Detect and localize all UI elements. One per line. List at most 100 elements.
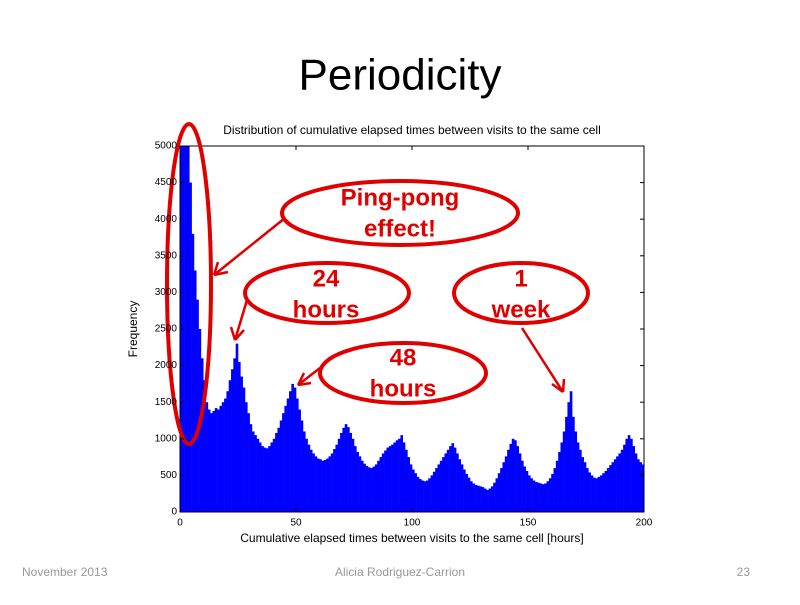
y-tick-label: 0 bbox=[171, 507, 177, 518]
histogram-bar bbox=[270, 442, 274, 512]
histogram-bar bbox=[284, 405, 288, 512]
annotation-text: Ping-pong bbox=[341, 184, 460, 211]
histogram-bar bbox=[474, 484, 478, 512]
y-tick-label: 5000 bbox=[155, 141, 178, 152]
histogram-bar bbox=[641, 464, 645, 512]
histogram-bar bbox=[453, 447, 457, 512]
callout-ellipse bbox=[280, 179, 520, 247]
page-number: 23 bbox=[737, 565, 751, 579]
histogram-bar bbox=[193, 270, 197, 512]
histogram-bar bbox=[576, 442, 580, 512]
annotation-shapes bbox=[165, 122, 590, 446]
histogram-bar bbox=[279, 420, 283, 512]
histogram-bar bbox=[639, 462, 642, 512]
histogram-bar bbox=[595, 478, 598, 512]
histogram-bar bbox=[365, 465, 369, 512]
histogram-bar bbox=[314, 456, 318, 512]
y-axis-label: Frequency bbox=[126, 301, 140, 358]
histogram-bar bbox=[430, 475, 434, 512]
histogram-bar bbox=[467, 477, 471, 512]
histogram-bar bbox=[316, 458, 320, 512]
histogram-bar bbox=[623, 444, 626, 512]
histogram-bar bbox=[590, 475, 594, 512]
histogram-bar bbox=[425, 480, 429, 512]
histogram-bar bbox=[386, 447, 390, 512]
histogram-bar bbox=[398, 438, 401, 512]
histogram-bar bbox=[539, 483, 543, 512]
histogram-bar bbox=[488, 488, 492, 512]
histogram-bar bbox=[372, 466, 376, 512]
annotation-arrows bbox=[212, 217, 566, 394]
histogram-bar bbox=[444, 453, 448, 512]
chart-title: Distribution of cumulative elapsed times… bbox=[223, 123, 601, 137]
histogram-bar bbox=[400, 435, 404, 512]
histogram-bar bbox=[342, 427, 346, 512]
histogram-bar bbox=[265, 448, 269, 512]
histogram-bar bbox=[565, 416, 568, 512]
x-tick-label: 200 bbox=[636, 518, 653, 529]
histogram-bar bbox=[530, 478, 533, 512]
arrow bbox=[229, 299, 249, 341]
y-tick-label: 3500 bbox=[155, 250, 178, 261]
histogram-bar bbox=[437, 464, 441, 512]
histogram-bar bbox=[249, 424, 253, 512]
histogram-bar bbox=[275, 432, 278, 512]
histogram-bar bbox=[583, 462, 587, 512]
histogram-bar bbox=[212, 410, 216, 512]
histogram-bar bbox=[391, 444, 394, 512]
histogram-bar bbox=[483, 488, 487, 512]
histogram-bar bbox=[611, 462, 615, 512]
histogram-bar bbox=[558, 451, 561, 512]
histogram-bar bbox=[238, 361, 241, 512]
histogram-bar bbox=[333, 449, 336, 512]
y-tick-label: 2000 bbox=[155, 360, 178, 371]
histogram-bar bbox=[244, 402, 248, 512]
histogram-bar bbox=[574, 431, 578, 512]
histogram-bar bbox=[630, 438, 633, 512]
histogram-bar bbox=[500, 468, 503, 512]
histogram-bar bbox=[277, 427, 281, 512]
histogram-bar bbox=[618, 453, 622, 512]
histogram-bar bbox=[221, 402, 225, 512]
histogram-bar bbox=[458, 459, 462, 512]
y-tick-label: 4500 bbox=[155, 177, 178, 188]
y-tick-label: 4000 bbox=[155, 214, 178, 225]
histogram-bar bbox=[620, 449, 624, 512]
histogram-bar bbox=[381, 453, 385, 512]
histogram-bar bbox=[514, 440, 517, 512]
histogram-bar bbox=[562, 431, 566, 512]
histogram-bar bbox=[233, 358, 236, 512]
histogram-bar bbox=[254, 435, 257, 512]
histogram-bar bbox=[296, 398, 299, 512]
histogram-bar bbox=[421, 480, 424, 512]
histogram-bar bbox=[409, 464, 413, 512]
histogram-bar bbox=[335, 444, 339, 512]
histogram-bar bbox=[217, 409, 220, 512]
histogram-bar bbox=[226, 391, 230, 512]
histogram-bar bbox=[349, 432, 352, 512]
histogram-bar bbox=[196, 299, 199, 512]
histogram-bar bbox=[351, 438, 355, 512]
histogram-bar bbox=[377, 460, 380, 512]
histogram-bar bbox=[613, 459, 617, 512]
histogram-bar bbox=[632, 446, 636, 512]
x-tick-label: 150 bbox=[520, 518, 537, 529]
histogram-bar bbox=[504, 456, 508, 512]
histogram-bar bbox=[405, 449, 408, 512]
histogram-bar bbox=[268, 446, 271, 512]
histogram-bar bbox=[367, 467, 371, 512]
annotation-text: 1 bbox=[514, 265, 527, 292]
x-tick-label: 100 bbox=[404, 518, 421, 529]
histogram-bar bbox=[479, 486, 482, 512]
y-tick-label: 1000 bbox=[155, 433, 178, 444]
histogram-bar bbox=[305, 438, 308, 512]
histogram-bar bbox=[291, 383, 294, 512]
histogram-bar bbox=[235, 343, 239, 512]
histogram-bar bbox=[393, 442, 397, 512]
histogram-bar bbox=[247, 413, 250, 512]
x-axis-label: Cumulative elapsed times between visits … bbox=[240, 531, 584, 545]
histogram-bar bbox=[625, 438, 629, 512]
histogram-bar bbox=[340, 432, 343, 512]
